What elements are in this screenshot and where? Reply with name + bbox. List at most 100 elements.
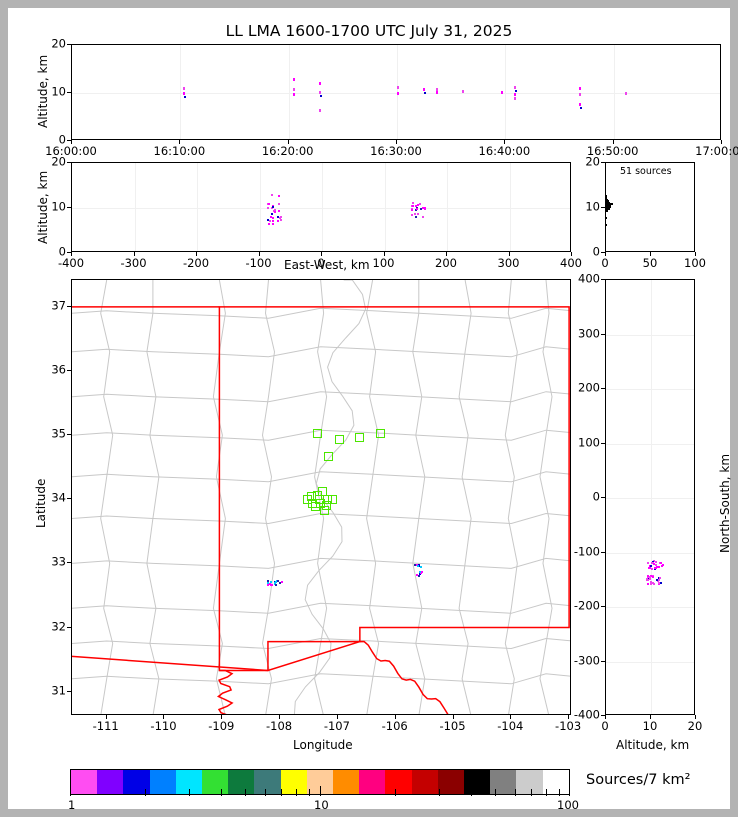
axis-tick-label: -111 — [92, 719, 119, 733]
axis-tick — [105, 715, 107, 719]
source-point — [648, 566, 651, 569]
axis-tick-label: -109 — [208, 719, 235, 733]
colorbar-swatch — [385, 770, 412, 794]
histogram-bar — [606, 204, 611, 207]
axis-tick — [601, 715, 605, 716]
histogram-bar — [606, 209, 608, 212]
axis-tick-label: 0 — [601, 719, 609, 733]
colorbar-minor-tick — [264, 789, 266, 796]
altitude-histogram-panel[interactable] — [605, 162, 695, 252]
axis-tick-label: -400 — [57, 256, 85, 270]
east-west-height-panel[interactable] — [71, 162, 571, 252]
source-point — [272, 205, 275, 208]
colorbar-minor-tick — [558, 789, 560, 796]
lma-station-marker — [355, 432, 365, 442]
axis-tick — [650, 252, 651, 256]
axis-tick-label: 36 — [51, 362, 66, 377]
map-xlabel: Longitude — [293, 738, 353, 752]
source-point — [514, 96, 516, 100]
source-point — [646, 577, 649, 580]
histogram-bar — [606, 201, 610, 204]
axis-tick — [133, 252, 135, 256]
source-point — [646, 579, 649, 582]
source-point — [268, 203, 271, 206]
source-point — [647, 562, 650, 565]
axis-tick — [67, 562, 71, 564]
colorbar-minor-tick — [295, 789, 297, 796]
colorbar-swatch — [228, 770, 255, 794]
axis-tick — [179, 140, 181, 144]
source-point — [320, 95, 322, 98]
source-point — [271, 217, 274, 220]
axis-tick-label: -110 — [150, 719, 177, 733]
axis-tick-label: -103 — [555, 719, 582, 733]
source-point — [579, 87, 581, 91]
histogram-bar — [606, 200, 609, 203]
plan-view-map-panel[interactable] — [71, 279, 571, 715]
source-point — [416, 207, 419, 210]
axis-tick — [721, 140, 722, 144]
axis-tick — [396, 140, 397, 144]
source-point — [268, 223, 271, 226]
colorbar-swatch — [542, 770, 569, 794]
histogram-bar — [606, 194, 607, 197]
axis-tick-label: 20 — [585, 154, 600, 169]
source-point — [514, 93, 516, 96]
lma-station-marker — [327, 494, 337, 504]
colorbar-minor-tick — [244, 789, 246, 796]
source-point — [278, 209, 281, 212]
axis-tick — [67, 370, 71, 372]
lma-station-marker — [307, 491, 317, 501]
axis-tick-label: -104 — [497, 719, 524, 733]
source-point — [648, 578, 651, 581]
source-point — [183, 96, 186, 99]
axis-tick-label: 16:10:00 — [153, 144, 206, 158]
source-point — [272, 220, 275, 223]
axis-tick-label: 100 — [578, 434, 600, 449]
source-point — [273, 210, 276, 213]
source-point — [293, 87, 295, 91]
source-point — [414, 213, 417, 216]
axis-tick — [612, 140, 614, 144]
colorbar-minor-tick — [514, 789, 516, 796]
axis-tick-label: 300 — [578, 325, 600, 340]
axis-tick — [601, 279, 605, 280]
source-point — [274, 208, 277, 211]
axis-tick-label: 100 — [684, 256, 706, 270]
source-point — [182, 86, 185, 90]
histogram-bar — [606, 208, 610, 211]
source-point — [658, 576, 661, 579]
source-point — [293, 92, 295, 96]
source-point — [652, 563, 655, 566]
source-point — [266, 579, 269, 582]
lma-station-marker — [334, 435, 344, 445]
colorbar-major-tick — [320, 786, 321, 796]
colorbar-minor-tick — [494, 789, 496, 796]
source-point — [397, 91, 399, 95]
histogram-bar — [606, 205, 612, 208]
axis-tick-label: -200 — [573, 598, 600, 613]
axis-tick-label: 16:40:00 — [478, 144, 531, 158]
source-point — [266, 206, 269, 209]
axis-tick-label: 31 — [51, 682, 66, 697]
source-point — [655, 565, 658, 568]
axis-tick — [336, 715, 338, 719]
source-point — [269, 215, 272, 218]
colorbar-swatch — [97, 770, 124, 794]
axis-tick-label: 10 — [585, 199, 600, 214]
source-point — [424, 92, 426, 95]
source-point — [270, 194, 273, 197]
axis-tick — [446, 252, 447, 256]
source-point — [514, 86, 516, 90]
axis-tick — [510, 715, 512, 719]
source-point — [276, 215, 279, 218]
axis-tick-label: 20 — [51, 154, 66, 169]
lma-station-marker — [375, 429, 385, 439]
axis-tick — [67, 140, 71, 141]
axis-tick — [279, 715, 281, 719]
north-south-height-panel[interactable] — [605, 279, 695, 715]
sources-density-colorbar[interactable] — [70, 769, 570, 795]
source-point — [269, 219, 272, 222]
time-height-panel[interactable] — [71, 44, 721, 140]
source-point — [269, 584, 272, 587]
